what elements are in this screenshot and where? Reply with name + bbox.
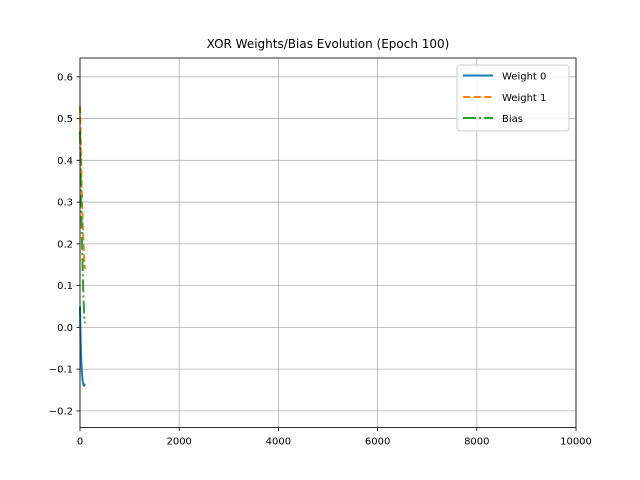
x-axis-ticks: 0 2000 4000 6000 8000 10000 <box>77 427 592 448</box>
y-tick-label: −0.1 <box>49 365 73 376</box>
x-tick-label: 6000 <box>365 437 390 448</box>
y-tick-label: 0.4 <box>57 156 73 167</box>
legend: Weight 0 Weight 1 Bias <box>456 64 570 132</box>
plot-frame <box>79 57 577 429</box>
legend-label-bias: Bias <box>502 114 523 125</box>
series-line-weight-0 <box>79 306 86 387</box>
x-tick-label: 10000 <box>560 437 592 448</box>
y-tick-label: 0.6 <box>57 72 73 83</box>
x-tick-label: 8000 <box>464 437 489 448</box>
chart-title: XOR Weights/Bias Evolution (Epoch 100) <box>207 37 450 51</box>
y-tick-label: −0.2 <box>49 406 73 417</box>
x-tick-label: 4000 <box>266 437 291 448</box>
x-tick-label: 0 <box>77 437 83 448</box>
y-tick-label: 0.3 <box>57 198 73 209</box>
legend-label-weight-1: Weight 1 <box>502 93 546 104</box>
grid <box>79 58 577 428</box>
y-tick-label: 0.2 <box>57 239 73 250</box>
y-tick-label: 0.1 <box>57 281 73 292</box>
y-tick-label: 0.0 <box>57 323 73 334</box>
series-line-bias <box>79 131 86 324</box>
y-axis-ticks: −0.2 −0.1 0.0 0.1 0.2 0.3 0.4 0.5 0.6 <box>49 72 80 417</box>
x-tick-label: 2000 <box>166 437 191 448</box>
series-line-weight-1 <box>79 106 86 270</box>
plot-series <box>79 106 86 387</box>
legend-box <box>456 64 570 132</box>
legend-label-weight-0: Weight 0 <box>502 72 546 83</box>
y-tick-label: 0.5 <box>57 114 73 125</box>
